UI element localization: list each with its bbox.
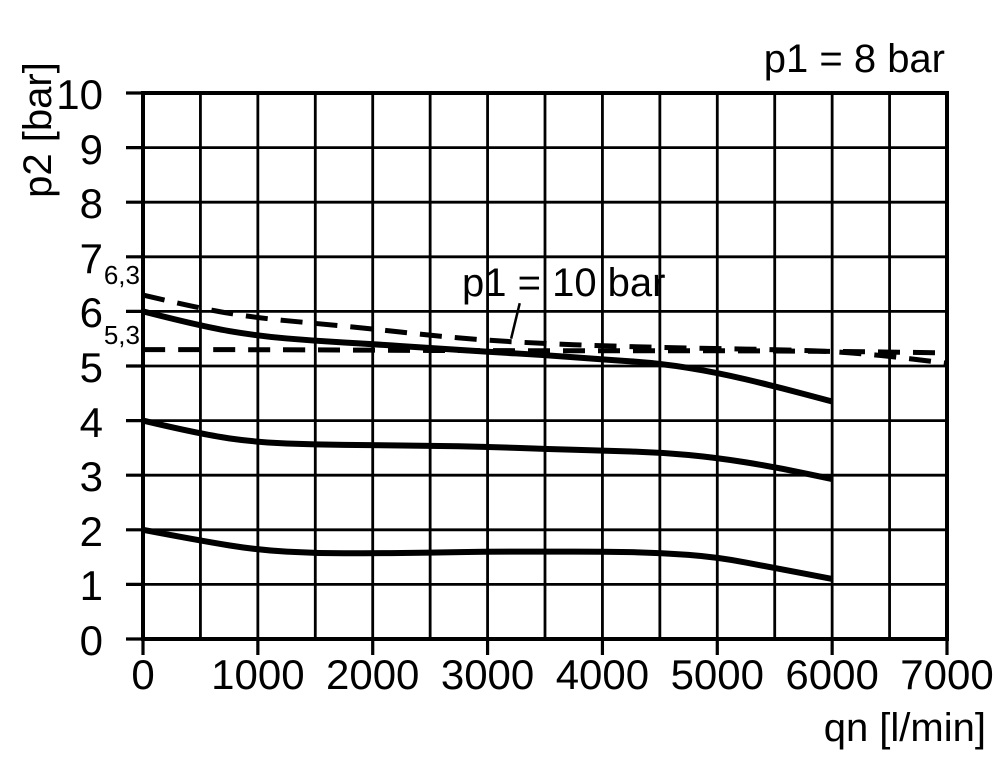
reference-label-6-3: 6,3 bbox=[103, 260, 140, 290]
x-tick-label: 4000 bbox=[555, 651, 650, 698]
x-tick-label: 5000 bbox=[670, 651, 764, 698]
grid-lines bbox=[141, 91, 949, 641]
x-tick-label: 2000 bbox=[325, 651, 420, 698]
y-tick-label: 0 bbox=[79, 617, 103, 664]
axis-ticks bbox=[126, 91, 949, 655]
curve-dashed-6.3 bbox=[142, 292, 948, 366]
p1-8bar-annotation: p1 = 8 bar bbox=[763, 37, 945, 81]
curve-solid-6 bbox=[142, 308, 833, 405]
x-tick-label: 3000 bbox=[440, 651, 535, 698]
x-tick-label: 6000 bbox=[785, 651, 879, 698]
y-tick-label: 7 bbox=[79, 234, 103, 282]
p1-10bar-annotation: p1 = 10 bar bbox=[462, 261, 666, 305]
annotation-leader-line bbox=[509, 302, 521, 339]
y-tick-label: 4 bbox=[79, 398, 103, 446]
y-tick-label: 2 bbox=[79, 507, 103, 555]
curve-solid-2 bbox=[142, 526, 833, 582]
y-tick-label: 5 bbox=[79, 344, 103, 391]
curve-solid-4 bbox=[142, 417, 833, 482]
y-tick-label: 3 bbox=[79, 453, 103, 501]
plot-frame bbox=[141, 91, 949, 641]
y-tick-label: 9 bbox=[79, 125, 103, 173]
x-tick-label: 1000 bbox=[211, 651, 305, 698]
y-tick-label: 10 bbox=[56, 71, 103, 118]
y-tick-label: 8 bbox=[79, 180, 103, 228]
curve-dashed-5.3 bbox=[142, 347, 948, 356]
x-tick-label: 7000 bbox=[900, 651, 994, 698]
x-tick-label: 0 bbox=[131, 651, 155, 698]
x-axis-title: qn [l/min] bbox=[823, 706, 986, 750]
data-curves bbox=[142, 292, 948, 582]
y-axis-title: p2 [bar] bbox=[16, 62, 60, 198]
y-tick-label: 1 bbox=[79, 562, 103, 610]
reference-label-5-3: 5,3 bbox=[103, 320, 140, 350]
y-tick-label: 6 bbox=[79, 289, 103, 337]
